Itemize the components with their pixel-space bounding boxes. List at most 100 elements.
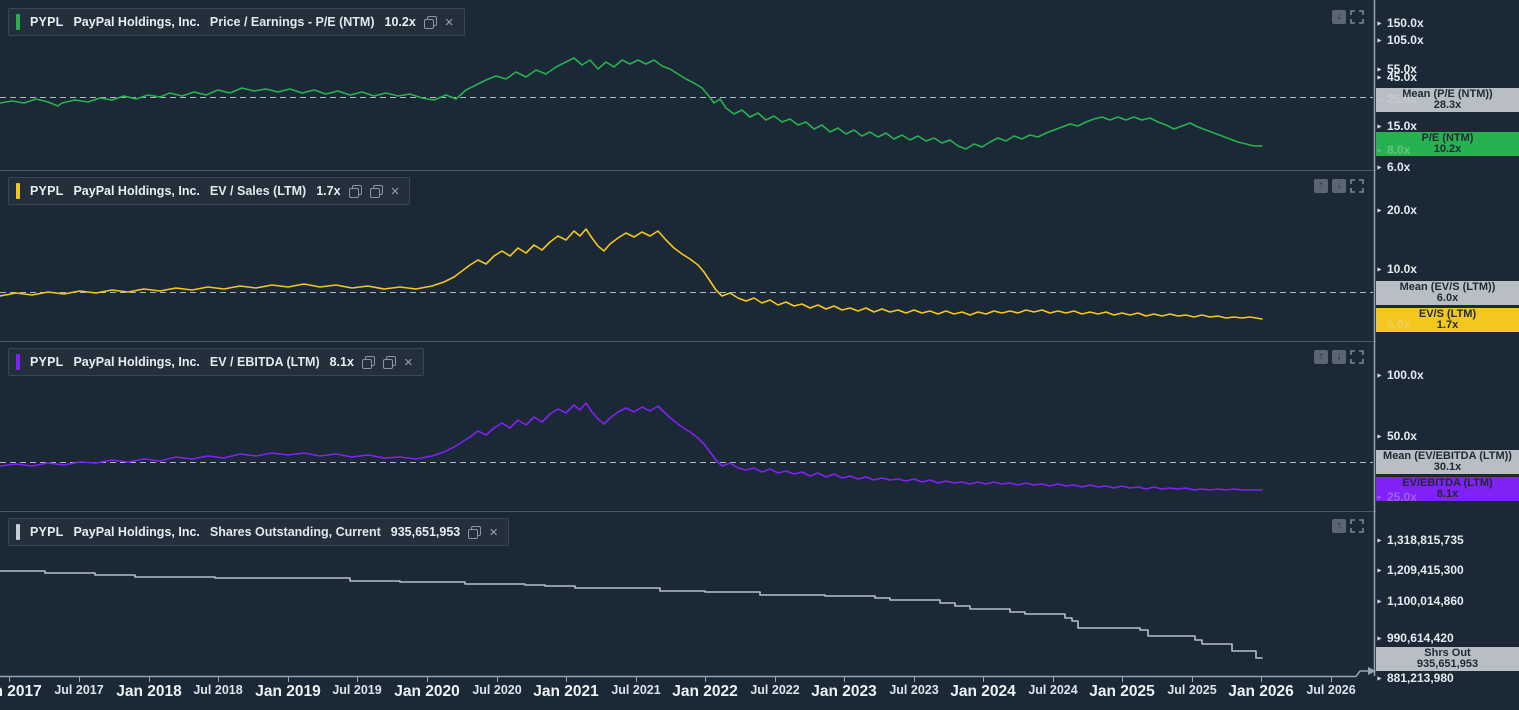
layers-icon[interactable] — [468, 525, 482, 539]
ticker-label: PYPL — [30, 525, 64, 539]
price-axis-tick: ► 100.0x — [1376, 368, 1424, 382]
series-line-shrs-out — [0, 570, 1263, 659]
time-axis-label: Jul 2025 — [1167, 683, 1217, 697]
price-axis-column[interactable]: ► 150.0x ► 105.0x ► 55.0x ► 45.0x ► 25.0x ► 15.0x ► 8… — [1376, 0, 1519, 710]
mean-value-badge-label: Mean (P/E (NTM)) — [1402, 87, 1493, 100]
series-legend-chip[interactable]: PYPL PayPal Holdings, Inc. Price / Earning… — [8, 8, 465, 36]
tick-label: 1,318,815,735 — [1386, 533, 1464, 547]
metric-value: 1.7x — [316, 184, 341, 198]
mean-value-badge-label: Mean (EV/S (LTM)) — [1399, 280, 1496, 293]
layers-icon[interactable] — [369, 184, 383, 198]
mean-value-badge-value: 30.1x — [1433, 461, 1462, 473]
tick-label: 50.0x — [1386, 429, 1417, 443]
layers-icon[interactable] — [348, 184, 362, 198]
tick-arrow-icon: ► — [1376, 433, 1383, 440]
tick-arrow-icon: ► — [1376, 321, 1383, 328]
last-value-badge-value: 935,651,953 — [1416, 658, 1479, 670]
mean-value-badge: Mean (EV/S (LTM)) 6.0x — [1376, 281, 1519, 305]
price-axis-tick: ► 1,100,014,860 — [1376, 594, 1464, 608]
last-value-badge-value: 10.2x — [1433, 143, 1462, 155]
tick-arrow-icon: ► — [1376, 635, 1383, 642]
tick-label: 20.0x — [1386, 203, 1417, 217]
metric-value: 935,651,953 — [390, 525, 461, 539]
expand-icon[interactable] — [1350, 10, 1364, 24]
last-value-badge-label: EV/EBITDA (LTM) — [1402, 476, 1493, 489]
tick-label: 990,614,420 — [1386, 631, 1454, 645]
expand-icon[interactable] — [1350, 350, 1364, 364]
company-name: PayPal Holdings, Inc. — [73, 184, 200, 198]
price-axis-tick: ► 5.0x — [1376, 317, 1410, 331]
series-line-p-e-ntm- — [0, 57, 1263, 150]
move-panel-up-icon[interactable]: ↑ — [1314, 350, 1328, 364]
series-legend-chip[interactable]: PYPL PayPal Holdings, Inc. EV / Sales (LTM… — [8, 177, 411, 205]
time-axis-label: Jan 2021 — [533, 683, 599, 700]
company-name: PayPal Holdings, Inc. — [73, 525, 200, 539]
time-axis-label: Jan 2026 — [1228, 683, 1294, 700]
time-axis-label: Jan 2017 — [0, 683, 42, 700]
layers-icon[interactable] — [382, 355, 396, 369]
time-axis-label: Jan 2025 — [1089, 683, 1155, 700]
price-axis-tick: ► 6.0x — [1376, 160, 1410, 174]
tick-arrow-icon: ► — [1376, 164, 1383, 171]
series-color-bar — [16, 524, 20, 540]
tick-arrow-icon: ► — [1376, 537, 1383, 544]
last-value-badge: EV/S (LTM) 1.7x — [1376, 308, 1519, 332]
expand-icon[interactable] — [1350, 179, 1364, 193]
ticker-label: PYPL — [30, 15, 64, 29]
mean-value-badge: Mean (P/E (NTM)) 28.3x — [1376, 88, 1519, 112]
tick-arrow-icon: ► — [1376, 372, 1383, 379]
company-name: PayPal Holdings, Inc. — [73, 355, 200, 369]
mean-value-badge: Mean (EV/EBITDA (LTM)) 30.1x — [1376, 450, 1519, 474]
series-legend-chip[interactable]: PYPL PayPal Holdings, Inc. Shares Outstand… — [8, 518, 510, 546]
move-panel-down-icon[interactable]: ↓ — [1332, 350, 1346, 364]
price-axis-tick: ► 15.0x — [1376, 119, 1417, 133]
time-axis-label: Jul 2020 — [472, 683, 522, 697]
tick-label: 881,213,980 — [1386, 671, 1454, 685]
move-panel-down-icon[interactable]: ↓ — [1332, 179, 1346, 193]
layers-icon[interactable] — [361, 355, 375, 369]
tick-label: 6.0x — [1386, 160, 1411, 174]
ticker-label: PYPL — [30, 355, 64, 369]
last-value-badge-label: EV/S (LTM) — [1418, 307, 1477, 320]
time-axis-label: Jan 2018 — [116, 683, 182, 700]
axis-end-arrow-icon — [1368, 667, 1376, 675]
move-panel-up-icon[interactable]: ↑ — [1332, 519, 1346, 533]
mean-value-badge-value: 28.3x — [1433, 99, 1462, 111]
time-axis[interactable]: Jan 2017 Jul 2017 Jan 2018 Jul 2018 Jan 2019… — [0, 676, 1376, 710]
tick-label: 25.0x — [1386, 490, 1417, 504]
tick-label: 10.0x — [1386, 262, 1417, 276]
tick-label: 150.0x — [1386, 16, 1424, 30]
panel-control-group: ↑ — [1332, 519, 1364, 533]
time-axis-label: Jul 2019 — [332, 683, 382, 697]
last-value-badge-value: 1.7x — [1436, 319, 1459, 331]
series-line-ev-ebitda-ltm- — [0, 402, 1263, 491]
chart-canvas[interactable] — [0, 0, 1376, 710]
series-legend-chip[interactable]: PYPL PayPal Holdings, Inc. EV / EBITDA (LT… — [8, 348, 424, 376]
move-panel-down-icon[interactable]: ↓ — [1332, 10, 1346, 24]
series-line-ev-s-ltm- — [0, 228, 1263, 320]
last-value-badge-value: 8.1x — [1436, 488, 1459, 500]
time-axis-label: Jul 2024 — [1028, 683, 1078, 697]
tick-arrow-icon: ► — [1376, 567, 1383, 574]
close-icon[interactable]: × — [444, 13, 454, 31]
tick-label: 45.0x — [1386, 70, 1417, 84]
tick-arrow-icon: ► — [1376, 123, 1383, 130]
tick-arrow-icon: ► — [1376, 37, 1383, 44]
time-axis-label: Jul 2022 — [750, 683, 800, 697]
layers-icon[interactable] — [423, 15, 437, 29]
close-icon[interactable]: × — [403, 353, 413, 371]
tick-arrow-icon: ► — [1376, 20, 1383, 27]
tick-label: 100.0x — [1386, 368, 1424, 382]
close-icon[interactable]: × — [390, 182, 400, 200]
tick-arrow-icon: ► — [1376, 66, 1383, 73]
metric-name: EV / EBITDA (LTM) — [209, 355, 320, 369]
price-axis-tick: ► 25.0x — [1376, 92, 1417, 106]
close-icon[interactable]: × — [489, 523, 499, 541]
panel-control-group: ↓ — [1332, 10, 1364, 24]
tick-arrow-icon: ► — [1376, 207, 1383, 214]
expand-icon[interactable] — [1350, 519, 1364, 533]
time-axis-label: Jan 2022 — [672, 683, 738, 700]
move-panel-up-icon[interactable]: ↑ — [1314, 179, 1328, 193]
time-axis-label: Jul 2026 — [1306, 683, 1356, 697]
tick-label: 15.0x — [1386, 119, 1417, 133]
